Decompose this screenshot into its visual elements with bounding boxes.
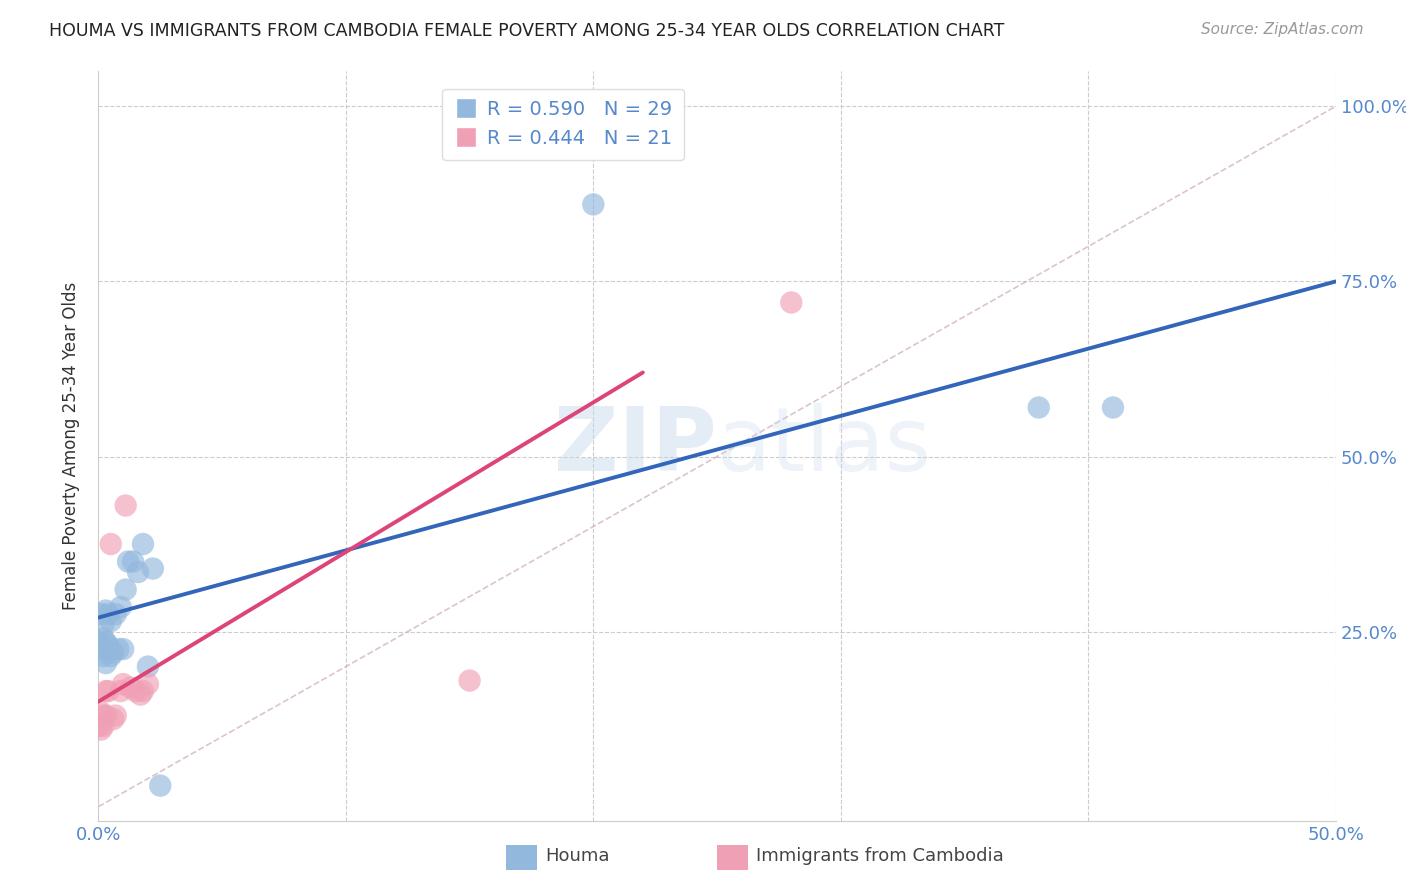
Point: [122, 555, 145, 569]
Point: [97, 639, 120, 653]
Point: [93, 617, 115, 632]
Point: [127, 565, 149, 579]
Point: [104, 708, 127, 723]
Point: [149, 779, 172, 793]
Point: [94, 708, 117, 723]
Text: atlas: atlas: [717, 402, 932, 490]
Point: [107, 642, 129, 657]
Point: [90, 723, 112, 737]
Point: [90, 642, 112, 657]
Point: [114, 499, 136, 513]
Point: [104, 607, 127, 621]
Point: [93, 719, 115, 733]
Legend: R = 0.590   N = 29, R = 0.444   N = 21: R = 0.590 N = 29, R = 0.444 N = 21: [443, 88, 683, 160]
Point: [94, 656, 117, 670]
Point: [112, 642, 135, 657]
Point: [142, 561, 165, 575]
Point: [117, 555, 139, 569]
Point: [94, 635, 117, 649]
Point: [100, 649, 122, 664]
Point: [87, 719, 110, 733]
Point: [87, 635, 110, 649]
Point: [94, 603, 117, 617]
Point: [132, 684, 155, 698]
Y-axis label: Female Poverty Among 25-34 Year Olds: Female Poverty Among 25-34 Year Olds: [62, 282, 80, 610]
Text: HOUMA VS IMMIGRANTS FROM CAMBODIA FEMALE POVERTY AMONG 25-34 YEAR OLDS CORRELATI: HOUMA VS IMMIGRANTS FROM CAMBODIA FEMALE…: [49, 22, 1004, 40]
Text: Houma: Houma: [546, 847, 610, 865]
Point: [120, 681, 142, 695]
Text: ZIP: ZIP: [554, 402, 717, 490]
Point: [90, 705, 112, 719]
Point: [93, 649, 115, 664]
Point: [136, 677, 159, 691]
Point: [129, 688, 152, 702]
Point: [103, 646, 125, 660]
Point: [458, 673, 481, 688]
Point: [124, 684, 146, 698]
Point: [114, 582, 136, 597]
Point: [94, 684, 117, 698]
Text: Source: ZipAtlas.com: Source: ZipAtlas.com: [1201, 22, 1364, 37]
Point: [780, 295, 803, 310]
Point: [97, 684, 120, 698]
Point: [90, 607, 112, 621]
Point: [100, 614, 122, 628]
Point: [103, 712, 125, 726]
Point: [582, 197, 605, 211]
Point: [110, 684, 132, 698]
Point: [110, 600, 132, 615]
Point: [100, 537, 122, 551]
Point: [93, 632, 115, 646]
Point: [132, 537, 155, 551]
Point: [112, 677, 135, 691]
Point: [1028, 401, 1050, 415]
Point: [97, 607, 120, 621]
Point: [136, 659, 159, 673]
Text: Immigrants from Cambodia: Immigrants from Cambodia: [756, 847, 1004, 865]
Point: [1102, 401, 1125, 415]
Point: [93, 708, 115, 723]
